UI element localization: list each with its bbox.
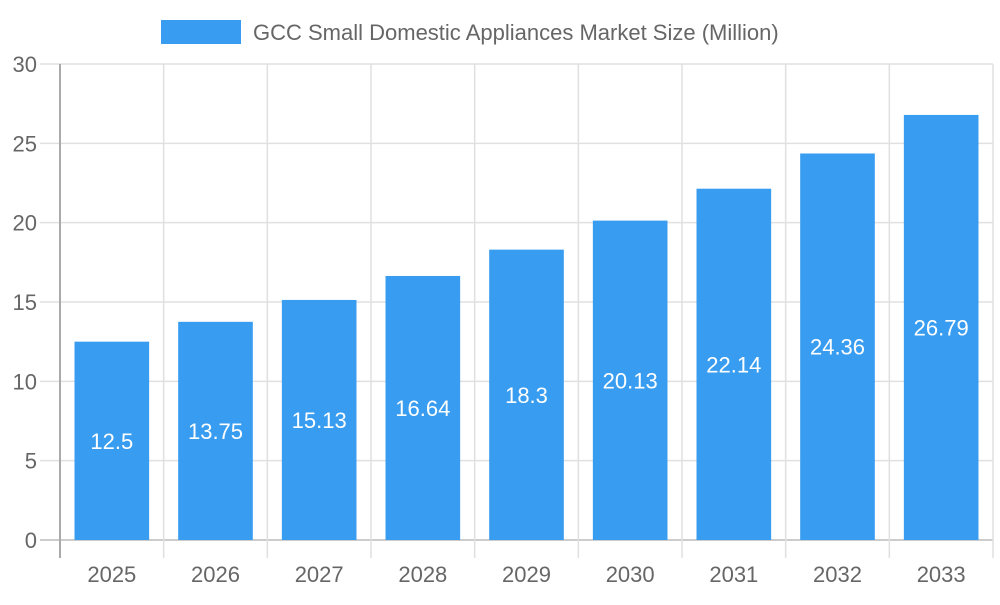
data-label: 18.3: [505, 383, 548, 408]
x-tick-label: 2031: [709, 562, 758, 587]
bar-2032[interactable]: [800, 153, 875, 540]
bar-2027[interactable]: [281, 299, 357, 540]
bar-2030[interactable]: [592, 220, 668, 540]
bar-2029[interactable]: [489, 249, 564, 540]
x-tick-label: 2027: [295, 562, 344, 587]
x-tick-label: 2030: [606, 562, 655, 587]
x-tick-label: 2026: [191, 562, 240, 587]
y-tick-label: 30: [13, 52, 37, 77]
bar-2026[interactable]: [178, 321, 253, 540]
data-label: 20.13: [603, 368, 658, 393]
x-tick-label: 2028: [398, 562, 447, 587]
data-label: 13.75: [188, 419, 243, 444]
y-tick-label: 20: [13, 211, 37, 236]
bar-2025[interactable]: [74, 341, 150, 540]
data-label: 22.14: [706, 352, 761, 377]
bar-2033[interactable]: [903, 114, 979, 540]
legend-swatch: [161, 20, 241, 44]
y-tick-label: 0: [25, 528, 37, 553]
x-tick-label: 2033: [917, 562, 966, 587]
bar-2031[interactable]: [696, 188, 772, 540]
y-tick-label: 10: [13, 369, 37, 394]
x-tick-label: 2032: [813, 562, 862, 587]
data-label: 16.64: [395, 396, 450, 421]
data-label: 26.79: [914, 315, 969, 340]
bar-2028[interactable]: [385, 275, 461, 540]
y-tick-label: 25: [13, 131, 37, 156]
bars: 12.5 13.75 15.13 16.64 18.3 20.13 22.14 24.36 26…: [74, 114, 979, 540]
y-tick-label: 5: [25, 449, 37, 474]
legend[interactable]: GCC Small Domestic Appliances Market Siz…: [161, 20, 779, 45]
data-label: 12.5: [90, 429, 133, 454]
legend-label: GCC Small Domestic Appliances Market Siz…: [253, 20, 779, 45]
x-tick-label: 2025: [87, 562, 136, 587]
data-label: 24.36: [810, 335, 865, 360]
data-label: 15.13: [292, 408, 347, 433]
x-tick-label: 2029: [502, 562, 551, 587]
y-tick-label: 15: [13, 290, 37, 315]
